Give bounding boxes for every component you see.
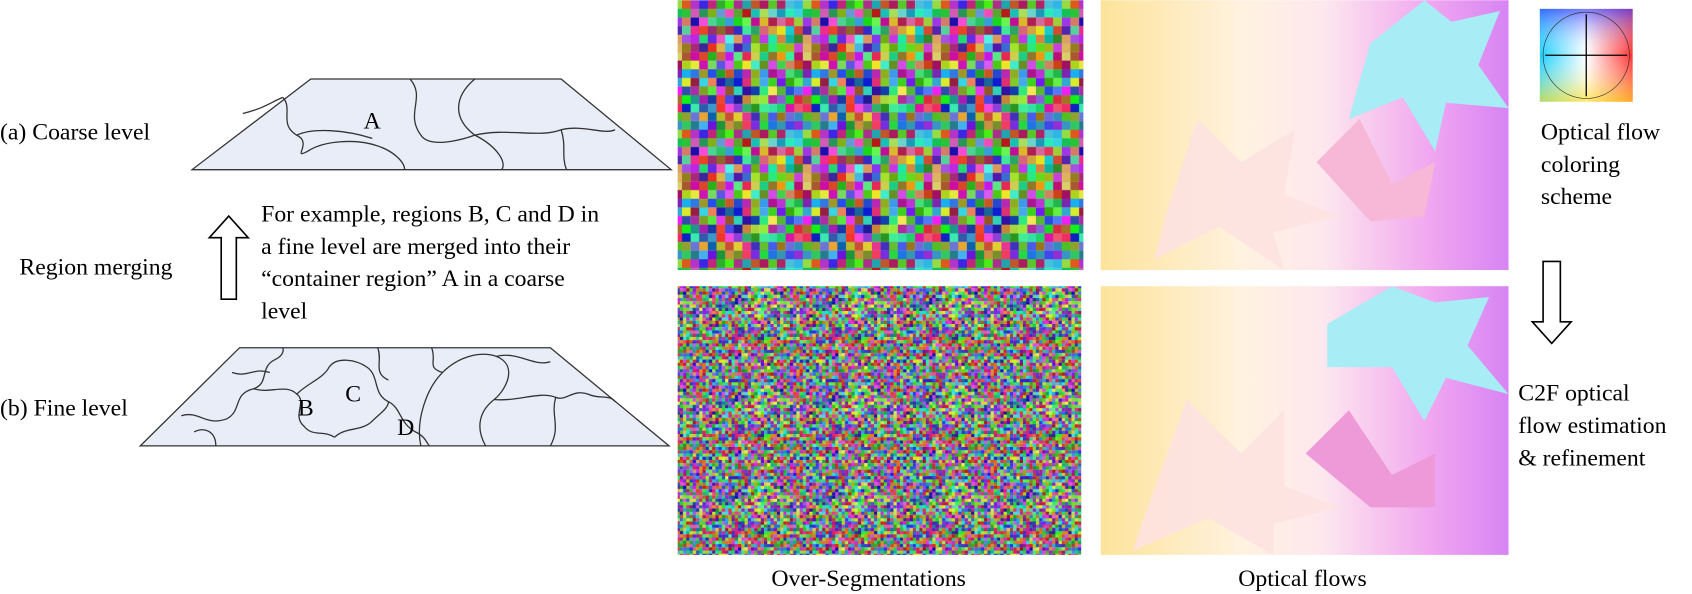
coarse-level: (a) Coarse level A xyxy=(0,78,673,171)
segmentation-image xyxy=(677,286,1082,555)
caption: Over-Segmentations xyxy=(771,566,966,592)
coloring-line: scheme xyxy=(1541,184,1612,210)
merging-label: Region merging xyxy=(19,254,172,280)
coloring-line: Optical flow xyxy=(1541,119,1661,145)
down-arrow xyxy=(1530,260,1573,345)
flow-image xyxy=(1100,0,1509,271)
caption: Optical flows xyxy=(1238,566,1366,592)
coloring-line: coloring xyxy=(1541,152,1620,178)
c2f-line: flow estimation xyxy=(1518,413,1666,439)
color-wheel xyxy=(1539,8,1633,102)
fine-level: (b) Fine level B C D xyxy=(0,347,671,447)
example-line: level xyxy=(261,299,308,325)
region-label: C xyxy=(345,382,361,408)
example-line: “container region” A in a coarse xyxy=(261,266,565,292)
region-label: B xyxy=(298,396,314,422)
c2f-line: & refinement xyxy=(1518,445,1646,471)
example-line: For example, regions B, C and D in xyxy=(261,201,599,227)
fine-label: (b) Fine level xyxy=(0,396,128,422)
region-label: A xyxy=(364,109,381,135)
region-label: D xyxy=(397,415,414,441)
up-arrow xyxy=(207,214,251,300)
flow-image xyxy=(1100,286,1509,555)
example-line: a fine level are merged into their xyxy=(261,234,570,260)
example-text: For example, regions B, C and D in a fin… xyxy=(261,201,599,324)
c2f-line: C2F optical xyxy=(1518,381,1630,407)
coarse-label: (a) Coarse level xyxy=(0,119,151,145)
segmentation-image xyxy=(677,0,1084,271)
